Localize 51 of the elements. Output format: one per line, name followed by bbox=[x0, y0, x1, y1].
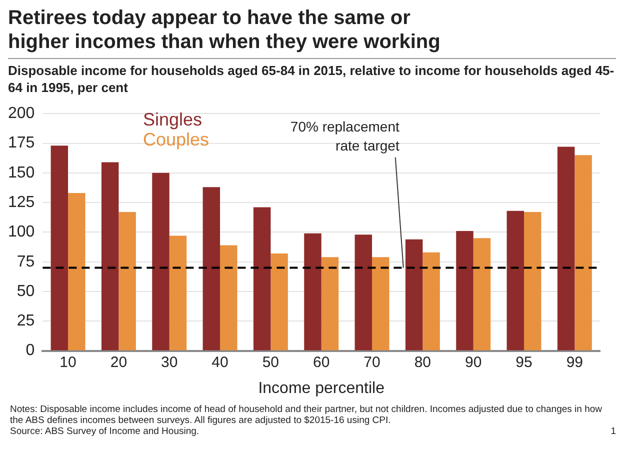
text: Notes: Disposable income includes income of head of household and their partner, but not children. Incomes adjusted due to changes in how the ABS defines incomes between surveys. All figures are adjusted to $2015-16 using CPI. bbox=[10, 404, 604, 426]
bar bbox=[220, 245, 238, 350]
y-tick-label: 25 bbox=[16, 312, 35, 330]
y-tick-label: 0 bbox=[26, 342, 35, 360]
x-tick-label: 80 bbox=[414, 354, 432, 371]
x-axis-title: Income percentile bbox=[258, 380, 385, 397]
y-tick-label: 200 bbox=[8, 105, 35, 122]
y-tick-label: 150 bbox=[8, 164, 35, 182]
bar bbox=[152, 172, 170, 350]
y-tick-label: 50 bbox=[16, 282, 35, 300]
x-tick-label: 20 bbox=[110, 354, 128, 371]
bar bbox=[473, 238, 491, 350]
bar bbox=[118, 212, 136, 350]
bar bbox=[253, 207, 271, 350]
bar bbox=[101, 162, 119, 350]
x-tick-label: 30 bbox=[161, 354, 178, 371]
bar bbox=[574, 155, 592, 350]
x-tick-label: 90 bbox=[464, 354, 482, 371]
bar bbox=[50, 146, 68, 350]
y-tick-label: 175 bbox=[8, 134, 35, 152]
bar bbox=[456, 231, 474, 350]
bar bbox=[169, 236, 187, 350]
bar bbox=[270, 254, 288, 350]
y-tick-label: 125 bbox=[8, 194, 35, 211]
x-tick-label: 70 bbox=[364, 354, 380, 371]
bar bbox=[354, 234, 372, 350]
bar bbox=[202, 187, 220, 350]
x-tick-label: 99 bbox=[566, 354, 584, 371]
x-tick-label: 95 bbox=[516, 354, 532, 371]
bar bbox=[557, 146, 575, 350]
bar bbox=[372, 257, 390, 350]
bar bbox=[405, 239, 423, 350]
text: 1 bbox=[610, 426, 616, 437]
bar bbox=[321, 257, 339, 350]
bar bbox=[68, 193, 86, 350]
x-tick-label: 10 bbox=[60, 354, 76, 371]
chart-subtitle: Disposable income for households aged 65-84 in 2015, relative to income for households aged 45-64 in 1995, per cent bbox=[7, 62, 616, 96]
text: Couples bbox=[143, 129, 210, 150]
chart-title: Retirees today appear to have the same or higher incomes than when they were working bbox=[7, 6, 442, 55]
x-tick-label: 40 bbox=[212, 354, 228, 371]
y-tick-label: 100 bbox=[8, 224, 35, 241]
bar bbox=[506, 210, 524, 350]
text: Singles bbox=[143, 109, 202, 130]
y-tick-label: 75 bbox=[16, 253, 35, 270]
ref-line-label: 70% replacement rate target bbox=[290, 118, 400, 154]
x-tick-label: 50 bbox=[262, 354, 280, 371]
bar bbox=[524, 212, 542, 350]
source-note: Source: ABS Survey of Income and Housing. bbox=[10, 426, 200, 437]
bar bbox=[422, 252, 440, 350]
bar bbox=[304, 233, 322, 350]
x-tick-label: 60 bbox=[313, 354, 330, 371]
